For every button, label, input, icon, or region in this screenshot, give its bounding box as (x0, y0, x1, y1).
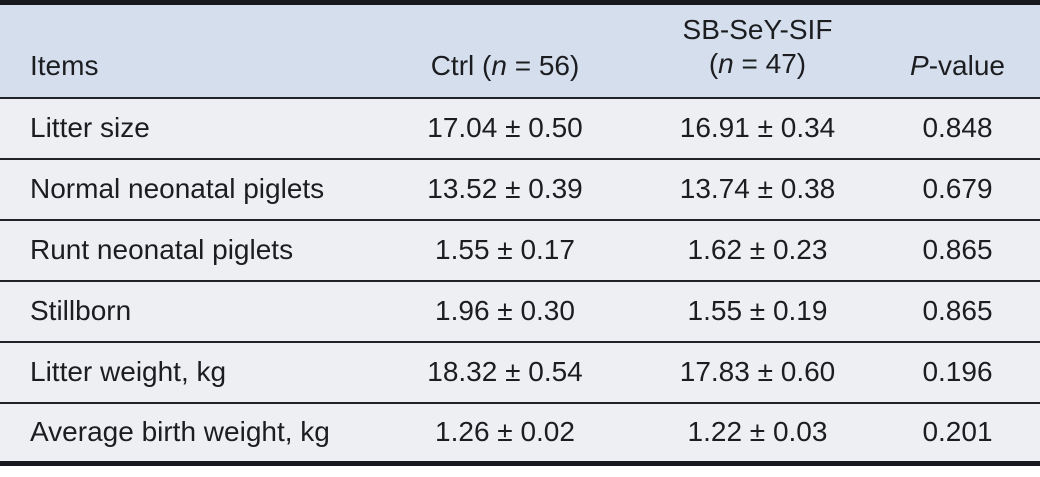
table-row-runt-neonatal-piglets: Runt neonatal piglets 1.55 ± 0.17 1.62 ±… (0, 219, 1040, 281)
row-item-label: Normal neonatal piglets (30, 173, 325, 204)
table-row-average-birth-weight: Average birth weight, kg 1.26 ± 0.02 1.2… (0, 402, 1040, 464)
header-row: Items Ctrl (n = 56) SB-SeY-SIF (n = 47) … (0, 2, 1040, 98)
pvalue-label-p-italic: P (910, 49, 929, 81)
ctrl-label-pre: Ctrl ( (430, 49, 492, 81)
row-item-label: Runt neonatal piglets (30, 234, 294, 265)
ctrl-value: 13.52 ± 0.39 (427, 173, 583, 204)
treatment-label-n-italic: n (718, 48, 734, 80)
ctrl-label-n-italic: n (491, 49, 507, 81)
pvalue-label-post: -value (928, 49, 1005, 81)
ctrl-value: 1.96 ± 0.30 (435, 295, 575, 326)
treatment-value: 1.55 ± 0.19 (687, 295, 828, 326)
treatment-value: 16.91 ± 0.34 (679, 112, 836, 143)
treatment-label-line2: (n = 47) (620, 47, 895, 81)
ctrl-value: 1.26 ± 0.02 (435, 416, 575, 448)
table-row-stillborn: Stillborn 1.96 ± 0.30 1.55 ± 0.19 0.865 (0, 280, 1040, 342)
row-item-label: Litter size (30, 112, 150, 143)
pvalue-value: 0.201 (922, 416, 993, 448)
column-header-pvalue: P-value (895, 3, 1040, 98)
column-header-ctrl: Ctrl (n = 56) (390, 3, 620, 98)
pvalue-value: 0.865 (922, 234, 993, 265)
treatment-value: 1.22 ± 0.03 (687, 416, 828, 448)
treatment-value: 13.74 ± 0.38 (679, 173, 836, 204)
table-row-normal-neonatal-piglets: Normal neonatal piglets 13.52 ± 0.39 13.… (0, 158, 1040, 220)
pvalue-value: 0.679 (922, 173, 993, 204)
column-header-items: Items (30, 49, 99, 81)
column-header-treatment: SB-SeY-SIF (n = 47) (620, 3, 895, 98)
treatment-label-pre: ( (708, 48, 719, 80)
treatment-label-line1: SB-SeY-SIF (682, 14, 833, 46)
treatment-value: 1.62 ± 0.23 (687, 234, 828, 265)
pvalue-value: 0.196 (922, 356, 993, 387)
table-row-litter-weight: Litter weight, kg 18.32 ± 0.54 17.83 ± 0… (0, 341, 1040, 403)
row-item-label: Average birth weight, kg (30, 416, 330, 448)
pvalue-value: 0.848 (922, 112, 993, 143)
table-row-litter-size: Litter size 17.04 ± 0.50 16.91 ± 0.34 0.… (0, 97, 1040, 159)
treatment-value: 17.83 ± 0.60 (679, 356, 836, 387)
ctrl-value: 17.04 ± 0.50 (427, 112, 583, 143)
reproductive-performance-table: Items Ctrl (n = 56) SB-SeY-SIF (n = 47) … (0, 0, 1040, 466)
ctrl-value: 1.55 ± 0.17 (435, 234, 575, 265)
ctrl-label-post: = 56) (506, 49, 580, 81)
row-item-label: Litter weight, kg (30, 356, 227, 387)
row-item-label: Stillborn (30, 295, 132, 326)
treatment-label-post: = 47) (733, 48, 807, 80)
ctrl-value: 18.32 ± 0.54 (427, 356, 583, 387)
pvalue-value: 0.865 (922, 295, 993, 326)
